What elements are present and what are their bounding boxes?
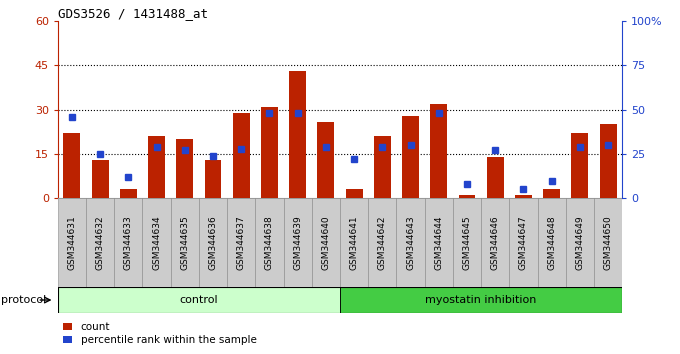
Bar — [58, 198, 86, 287]
Text: GSM344643: GSM344643 — [406, 215, 415, 270]
Bar — [256, 198, 284, 287]
Bar — [594, 198, 622, 287]
Bar — [430, 104, 447, 198]
Bar — [289, 72, 306, 198]
Bar — [566, 198, 594, 287]
Text: GSM344638: GSM344638 — [265, 215, 274, 270]
Bar — [509, 198, 538, 287]
Bar — [458, 195, 475, 198]
Text: GSM344632: GSM344632 — [96, 215, 105, 270]
Bar — [481, 198, 509, 287]
Bar — [425, 198, 453, 287]
Bar — [374, 136, 391, 198]
Bar — [261, 107, 278, 198]
Text: GSM344645: GSM344645 — [462, 215, 471, 270]
Text: GSM344634: GSM344634 — [152, 215, 161, 270]
Bar — [600, 125, 617, 198]
Bar — [396, 198, 425, 287]
Text: GSM344633: GSM344633 — [124, 215, 133, 270]
Bar — [120, 189, 137, 198]
Text: protocol: protocol — [1, 295, 47, 305]
Bar — [538, 198, 566, 287]
Text: GSM344637: GSM344637 — [237, 215, 245, 270]
Bar — [227, 198, 256, 287]
Bar — [402, 116, 419, 198]
Bar — [92, 160, 109, 198]
Text: GSM344642: GSM344642 — [378, 215, 387, 270]
Bar — [233, 113, 250, 198]
Bar — [340, 287, 622, 313]
Text: GSM344644: GSM344644 — [435, 215, 443, 270]
Text: GSM344639: GSM344639 — [293, 215, 302, 270]
Text: GSM344649: GSM344649 — [575, 215, 584, 270]
Text: GSM344650: GSM344650 — [604, 215, 613, 270]
Bar — [58, 287, 340, 313]
Bar — [345, 189, 362, 198]
Text: GSM344640: GSM344640 — [322, 215, 330, 270]
Text: GSM344646: GSM344646 — [491, 215, 500, 270]
Bar — [487, 157, 504, 198]
Bar — [543, 189, 560, 198]
Text: control: control — [180, 295, 218, 305]
Bar — [284, 198, 312, 287]
Text: GSM344647: GSM344647 — [519, 215, 528, 270]
Text: GSM344636: GSM344636 — [209, 215, 218, 270]
Text: GSM344641: GSM344641 — [350, 215, 358, 270]
Bar — [63, 133, 80, 198]
Bar — [571, 133, 588, 198]
Bar — [340, 198, 369, 287]
Bar — [199, 198, 227, 287]
Text: GSM344631: GSM344631 — [67, 215, 76, 270]
Text: GSM344635: GSM344635 — [180, 215, 189, 270]
Legend: count, percentile rank within the sample: count, percentile rank within the sample — [63, 322, 256, 345]
Text: GSM344648: GSM344648 — [547, 215, 556, 270]
Bar — [453, 198, 481, 287]
Bar — [176, 139, 193, 198]
Text: GDS3526 / 1431488_at: GDS3526 / 1431488_at — [58, 7, 208, 20]
Bar — [114, 198, 143, 287]
Bar — [171, 198, 199, 287]
Bar — [369, 198, 396, 287]
Text: myostatin inhibition: myostatin inhibition — [426, 295, 537, 305]
Bar — [86, 198, 114, 287]
Bar — [515, 195, 532, 198]
Bar — [143, 198, 171, 287]
Bar — [205, 160, 222, 198]
Bar — [318, 121, 335, 198]
Bar — [148, 136, 165, 198]
Bar — [312, 198, 340, 287]
